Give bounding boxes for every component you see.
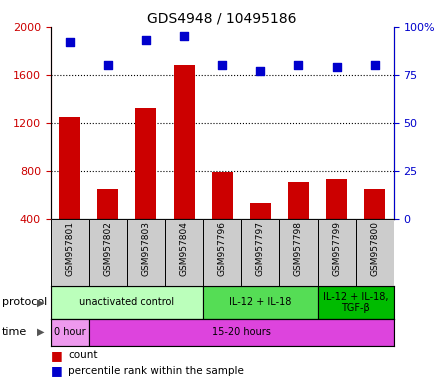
Text: GSM957804: GSM957804 — [180, 221, 189, 276]
Text: ▶: ▶ — [37, 297, 44, 308]
Text: GSM957803: GSM957803 — [141, 221, 150, 276]
Bar — [288, 182, 309, 267]
Text: GSM957800: GSM957800 — [370, 221, 379, 276]
Text: GSM957797: GSM957797 — [256, 221, 265, 276]
Bar — [318, 286, 394, 319]
Bar — [165, 219, 203, 286]
Bar — [89, 219, 127, 286]
Text: time: time — [2, 327, 27, 337]
Text: IL-12 + IL-18: IL-12 + IL-18 — [229, 297, 292, 308]
Bar — [241, 219, 279, 286]
Point — [143, 37, 150, 43]
Bar — [212, 172, 233, 267]
Text: unactivated control: unactivated control — [79, 297, 174, 308]
Bar — [203, 219, 241, 286]
Bar — [318, 219, 356, 286]
Text: protocol: protocol — [2, 297, 48, 308]
Bar — [356, 219, 394, 286]
Bar — [97, 189, 118, 267]
Bar — [59, 117, 80, 267]
Text: count: count — [68, 350, 98, 360]
Text: GSM957796: GSM957796 — [218, 221, 227, 276]
Point — [104, 62, 111, 68]
Text: GSM957799: GSM957799 — [332, 221, 341, 276]
Text: GSM957802: GSM957802 — [103, 221, 112, 276]
Bar — [174, 65, 194, 267]
Text: ■: ■ — [51, 349, 62, 362]
Bar — [127, 219, 165, 286]
Bar — [51, 319, 89, 346]
Text: ■: ■ — [51, 364, 62, 377]
Bar — [51, 219, 89, 286]
Point — [180, 33, 187, 40]
Bar — [203, 286, 318, 319]
Text: IL-12 + IL-18,
TGF-β: IL-12 + IL-18, TGF-β — [323, 291, 389, 313]
Text: 0 hour: 0 hour — [54, 327, 85, 337]
Point — [257, 68, 264, 74]
Bar — [364, 189, 385, 267]
Text: ▶: ▶ — [37, 327, 44, 337]
Text: percentile rank within the sample: percentile rank within the sample — [68, 366, 244, 376]
Bar — [250, 203, 271, 267]
Bar — [136, 109, 157, 267]
Text: GSM957801: GSM957801 — [65, 221, 74, 276]
Title: GDS4948 / 10495186: GDS4948 / 10495186 — [147, 12, 297, 26]
Point — [219, 62, 226, 68]
Point — [295, 62, 302, 68]
Text: GSM957798: GSM957798 — [294, 221, 303, 276]
Point — [66, 39, 73, 45]
Bar — [279, 219, 318, 286]
Point — [333, 64, 340, 70]
Bar — [51, 286, 203, 319]
Bar — [89, 319, 394, 346]
Text: 15-20 hours: 15-20 hours — [212, 327, 271, 337]
Bar — [326, 179, 347, 267]
Point — [371, 62, 378, 68]
